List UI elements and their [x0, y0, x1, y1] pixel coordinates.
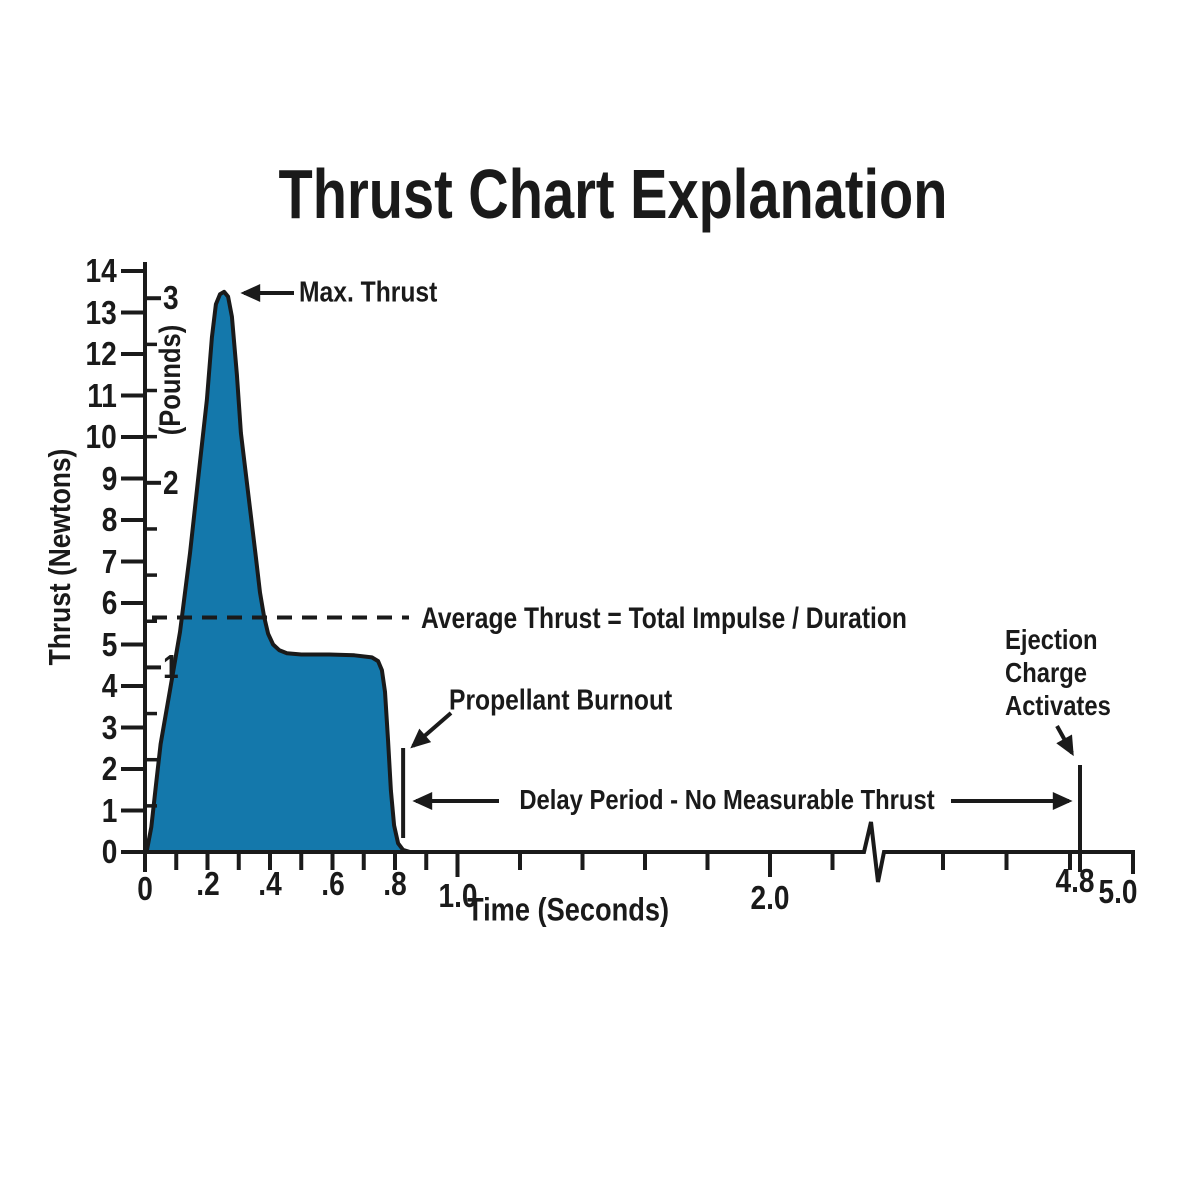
propellant-burnout-arrow [410, 711, 453, 749]
x-axis-line-with-break [143, 821, 1135, 883]
ejection-charge-arrow [1055, 725, 1074, 757]
thrust-curve-fill [146, 291, 410, 852]
thrust-curve-outline [144, 289, 412, 854]
